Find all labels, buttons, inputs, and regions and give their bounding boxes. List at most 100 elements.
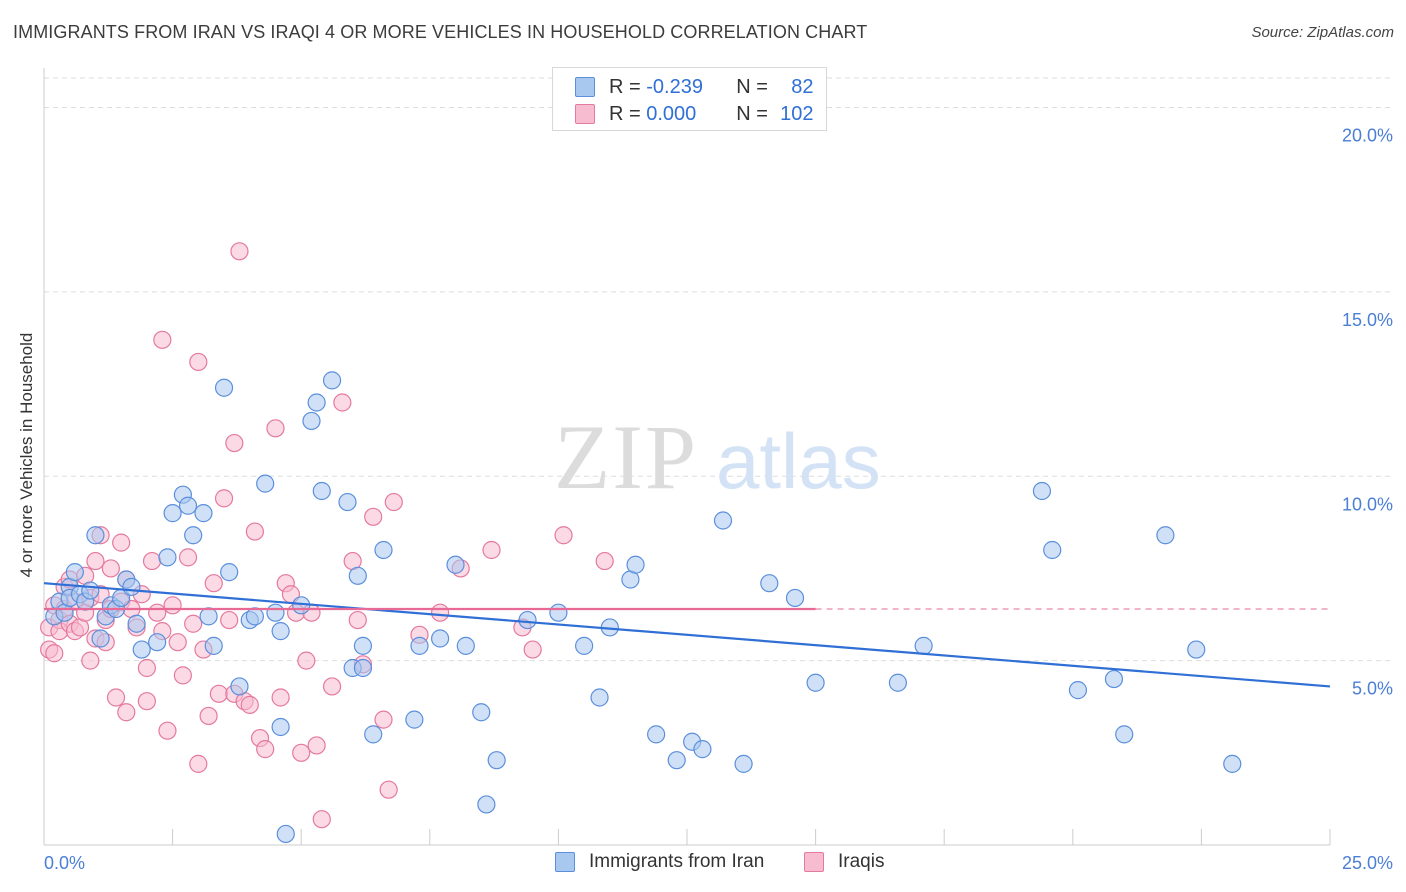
legend-r-label: R = bbox=[609, 102, 641, 125]
trend-lines bbox=[43, 582, 1331, 688]
point-iran bbox=[647, 725, 666, 744]
point-iran bbox=[132, 640, 151, 659]
point-iraq bbox=[322, 677, 342, 696]
legend-r-value-iraq: 0.000 bbox=[646, 102, 697, 125]
point-iran bbox=[1043, 540, 1062, 560]
point-iran bbox=[1223, 754, 1242, 773]
point-iraq bbox=[112, 533, 131, 552]
point-iraq bbox=[271, 688, 290, 707]
point-iraq bbox=[256, 740, 275, 759]
y-axis-label: 4 or more Vehicles in Household bbox=[17, 333, 36, 578]
point-iran bbox=[271, 717, 290, 737]
point-iraq bbox=[142, 551, 162, 571]
bottom-legend-label-iran: Immigrants from Iran bbox=[589, 851, 765, 872]
x-tick-labels: 0.0% 25.0% bbox=[44, 853, 1393, 873]
point-iran bbox=[1156, 526, 1175, 545]
watermark-zip: ZIP bbox=[554, 406, 698, 508]
point-iran bbox=[446, 555, 465, 574]
point-iran bbox=[214, 378, 234, 397]
point-iran bbox=[353, 636, 373, 655]
bottom-legend-iraq[interactable]: Iraqis bbox=[804, 851, 884, 873]
point-iraq bbox=[245, 522, 265, 541]
bottom-legend-swatch-iran bbox=[555, 852, 575, 872]
point-iran bbox=[158, 548, 177, 567]
bottom-legend-iran[interactable]: Immigrants from Iran bbox=[555, 851, 764, 873]
legend-n-value-iraq: 102 bbox=[780, 102, 814, 125]
point-iran bbox=[184, 526, 203, 545]
point-iran bbox=[667, 751, 686, 770]
point-iraq bbox=[225, 433, 244, 453]
point-iran bbox=[575, 636, 594, 655]
point-iran bbox=[204, 636, 223, 655]
point-iran bbox=[405, 710, 424, 729]
point-iran bbox=[307, 393, 326, 412]
point-iran bbox=[487, 751, 506, 770]
point-iran bbox=[713, 511, 733, 530]
point-iraq bbox=[148, 603, 167, 622]
point-iraq bbox=[554, 526, 573, 545]
axes bbox=[43, 68, 1331, 846]
gridlines bbox=[44, 77, 1392, 662]
point-iran bbox=[322, 371, 342, 390]
legend-swatch-iran bbox=[575, 77, 595, 97]
series-iraqis bbox=[40, 242, 614, 829]
point-iran bbox=[477, 795, 496, 814]
point-iraq bbox=[158, 721, 177, 740]
point-iran bbox=[785, 588, 805, 608]
point-iran bbox=[734, 754, 753, 773]
point-iran bbox=[148, 633, 167, 652]
point-iran bbox=[1187, 640, 1206, 659]
point-iraq bbox=[523, 640, 542, 659]
point-iraq bbox=[101, 559, 120, 578]
point-iraq bbox=[266, 419, 285, 438]
x-tick-label-min: 0.0% bbox=[44, 853, 85, 873]
point-iran bbox=[1032, 481, 1052, 501]
series-iran bbox=[45, 371, 1242, 844]
point-iran bbox=[590, 688, 609, 707]
point-iraq bbox=[189, 754, 208, 773]
point-iraq bbox=[86, 551, 105, 571]
point-iran bbox=[194, 504, 213, 523]
point-iran bbox=[163, 504, 182, 523]
point-iran bbox=[127, 614, 146, 633]
y-tick-label: 20.0% bbox=[1342, 126, 1393, 146]
point-iran bbox=[91, 629, 110, 648]
point-iran bbox=[430, 629, 450, 648]
watermark: ZIP atlas bbox=[554, 406, 881, 508]
point-iraq bbox=[292, 743, 311, 762]
legend-n-value-iran: 82 bbox=[791, 75, 814, 98]
point-iran bbox=[178, 496, 198, 515]
point-iran bbox=[302, 411, 321, 431]
point-iran bbox=[245, 607, 265, 626]
point-iran bbox=[348, 566, 367, 585]
point-iran bbox=[760, 574, 779, 593]
legend-r-label: R = bbox=[609, 75, 641, 98]
x-tick-label-max: 25.0% bbox=[1342, 853, 1393, 873]
watermark-atlas: atlas bbox=[716, 417, 881, 505]
point-iraq bbox=[482, 540, 501, 560]
legend-n-label: N = bbox=[736, 102, 768, 125]
point-iran bbox=[364, 725, 383, 744]
point-iraq bbox=[199, 706, 218, 726]
point-iran bbox=[456, 636, 475, 655]
bottom-legend-label-iraq: Iraqis bbox=[838, 851, 885, 872]
point-iran bbox=[271, 622, 290, 641]
point-iran bbox=[518, 610, 537, 630]
point-iraq bbox=[240, 695, 259, 714]
point-iraq bbox=[214, 489, 234, 508]
point-iran bbox=[122, 577, 141, 596]
point-iraq bbox=[348, 610, 367, 630]
point-iraq bbox=[106, 688, 126, 707]
y-tick-labels: 5.0% 10.0% 15.0% 20.0% bbox=[1342, 126, 1393, 699]
point-iraq bbox=[374, 710, 393, 729]
point-iraq bbox=[230, 242, 249, 261]
point-iran bbox=[266, 603, 285, 622]
point-iran bbox=[338, 492, 357, 512]
point-iran bbox=[1068, 681, 1088, 700]
legend-n-label: N = bbox=[736, 75, 768, 98]
point-iran bbox=[353, 658, 373, 678]
trend-line-iran bbox=[43, 582, 1331, 688]
point-iraq bbox=[333, 393, 352, 412]
point-iran bbox=[256, 474, 275, 493]
point-iraq bbox=[307, 736, 326, 755]
